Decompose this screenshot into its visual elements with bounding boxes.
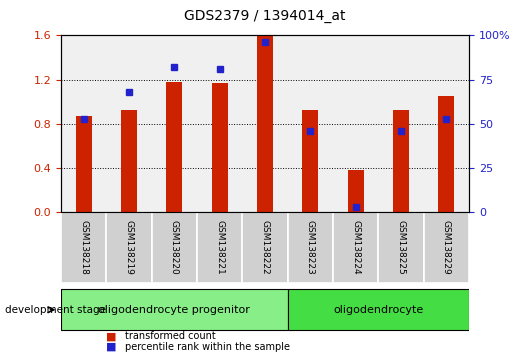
Bar xyxy=(152,212,197,283)
Bar xyxy=(303,109,319,212)
Bar xyxy=(107,212,152,283)
Text: percentile rank within the sample: percentile rank within the sample xyxy=(125,342,289,352)
Bar xyxy=(121,109,137,212)
Bar xyxy=(333,212,378,283)
Text: GSM138218: GSM138218 xyxy=(79,220,88,275)
Bar xyxy=(197,212,242,283)
Bar xyxy=(61,212,107,283)
Text: development stage: development stage xyxy=(5,305,107,315)
Text: GSM138225: GSM138225 xyxy=(396,221,405,275)
Text: GSM138224: GSM138224 xyxy=(351,221,360,275)
Bar xyxy=(393,109,409,212)
Bar xyxy=(378,212,423,283)
Bar xyxy=(211,83,227,212)
Text: transformed count: transformed count xyxy=(125,331,215,341)
Bar xyxy=(257,35,273,212)
Text: ■: ■ xyxy=(106,331,117,341)
Text: GSM138229: GSM138229 xyxy=(442,221,451,275)
Text: GSM138219: GSM138219 xyxy=(125,220,134,275)
Bar xyxy=(438,96,454,212)
Bar xyxy=(166,82,182,212)
Bar xyxy=(288,289,469,331)
Text: GSM138223: GSM138223 xyxy=(306,221,315,275)
Bar xyxy=(348,170,364,212)
Bar xyxy=(288,212,333,283)
Bar xyxy=(242,212,288,283)
Bar xyxy=(423,212,469,283)
Text: GSM138222: GSM138222 xyxy=(261,221,269,275)
Text: oligodendrocyte: oligodendrocyte xyxy=(333,305,423,315)
Bar xyxy=(61,289,288,331)
Text: GSM138220: GSM138220 xyxy=(170,221,179,275)
Text: ■: ■ xyxy=(106,342,117,352)
Text: GDS2379 / 1394014_at: GDS2379 / 1394014_at xyxy=(184,9,346,23)
Text: oligodendrocyte progenitor: oligodendrocyte progenitor xyxy=(99,305,250,315)
Bar xyxy=(76,116,92,212)
Text: GSM138221: GSM138221 xyxy=(215,221,224,275)
